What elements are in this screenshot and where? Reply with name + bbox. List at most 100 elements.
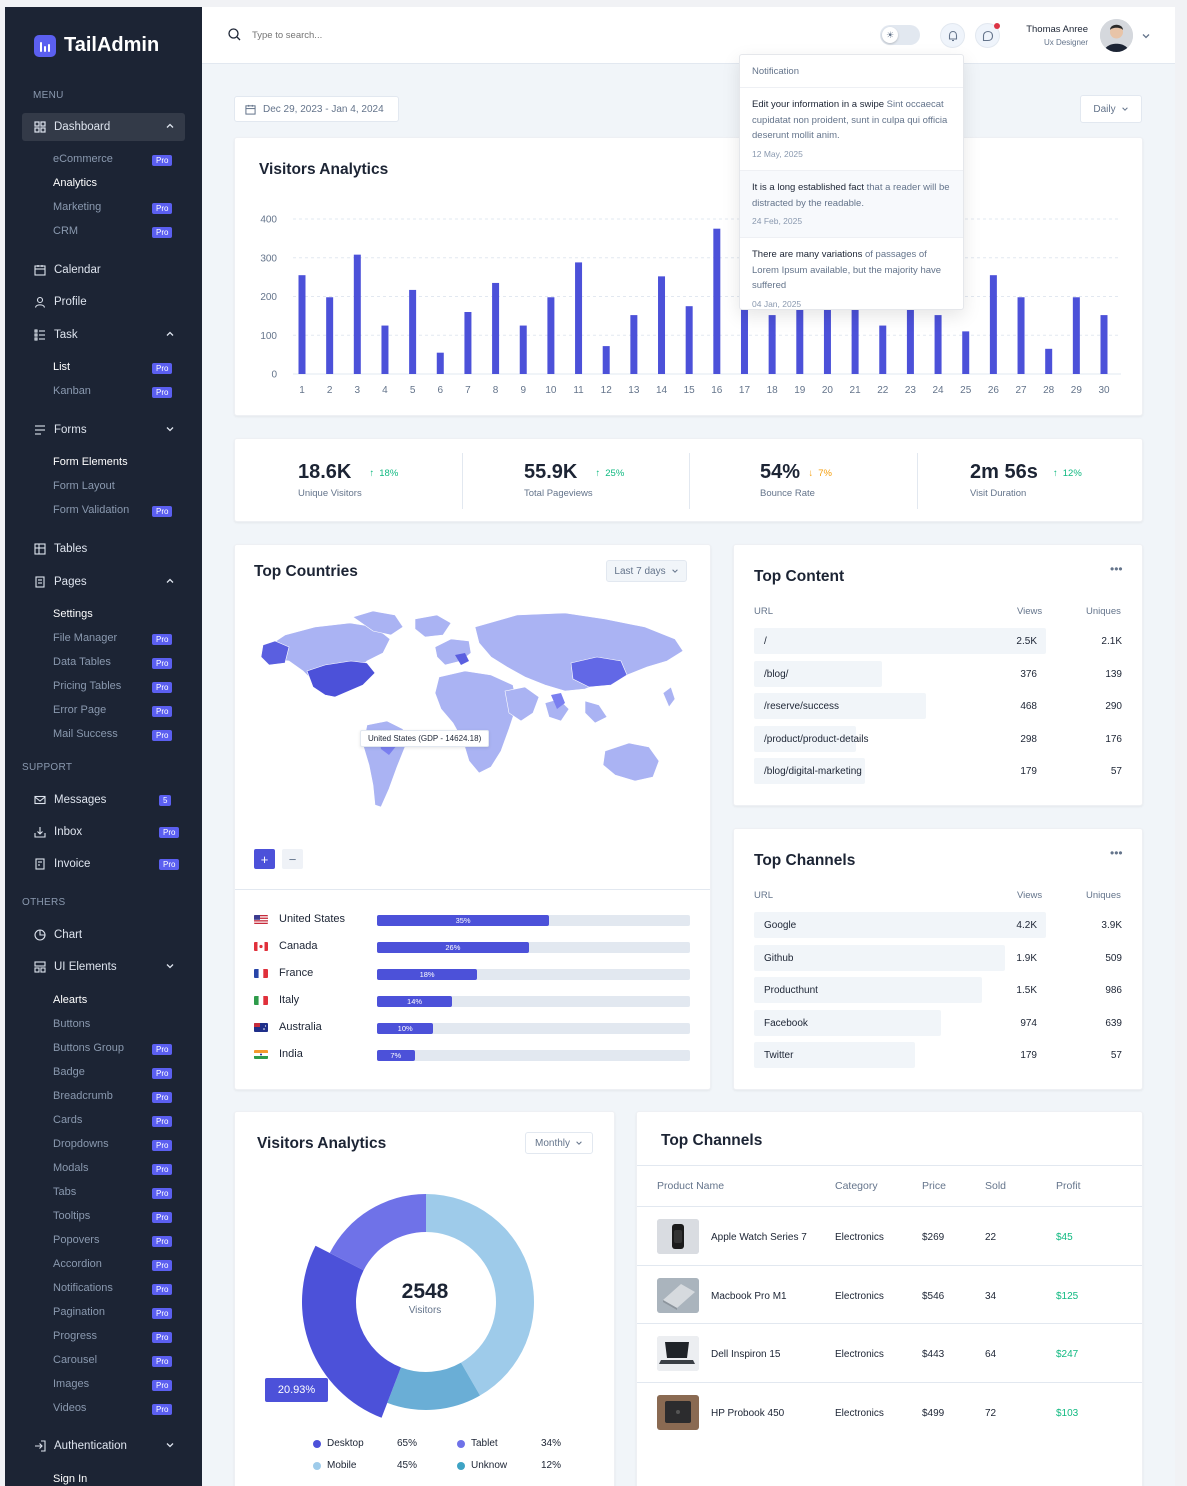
sidebar-item-messages[interactable]: Messages 5 [22, 786, 185, 814]
table-row[interactable]: Google 4.2K 3.9K [754, 912, 1122, 938]
sidebar-sub-item[interactable]: Breadcrumb [53, 1090, 113, 1102]
chevron-down-icon[interactable] [1141, 31, 1151, 41]
bar[interactable] [630, 315, 638, 374]
table-row[interactable]: /product/product-details 298 176 [754, 725, 1122, 752]
sidebar-sub-item[interactable]: Accordion [53, 1258, 102, 1270]
sidebar-sub-item[interactable]: Alearts [53, 994, 88, 1006]
zoom-in-button[interactable]: + [254, 849, 275, 869]
user-info[interactable]: Thomas Anree Ux Designer [1026, 24, 1088, 47]
table-row[interactable]: /blog/376 139 [754, 660, 1122, 687]
sidebar-sub-item[interactable]: Badge [53, 1066, 85, 1078]
sidebar-sub-item[interactable]: Kanban [53, 385, 91, 397]
brand-logo[interactable]: TailAdmin [34, 34, 159, 57]
donut-period-select[interactable]: Monthly [525, 1132, 593, 1154]
bar[interactable] [1100, 315, 1108, 374]
map-country-france[interactable] [455, 653, 469, 665]
notification-item[interactable]: There are many variations of passages of… [740, 237, 963, 309]
sidebar-sub-item[interactable]: Notifications [53, 1282, 113, 1294]
bar[interactable] [934, 315, 942, 374]
sidebar-sub-item[interactable]: eCommerce [53, 153, 113, 165]
sidebar-sub-item[interactable]: Pricing Tables [53, 680, 122, 692]
bar[interactable] [575, 262, 583, 374]
sidebar-sub-item[interactable]: Data Tables [53, 656, 111, 668]
sidebar-sub-item[interactable]: Mail Success [53, 728, 118, 740]
bar[interactable] [879, 325, 887, 374]
countries-period-select[interactable]: Last 7 days [606, 560, 687, 582]
bar[interactable] [713, 228, 721, 374]
donut-slice-tablet[interactable] [329, 1194, 426, 1271]
sidebar-sub-item[interactable]: Buttons Group [53, 1042, 124, 1054]
bar[interactable] [740, 262, 748, 374]
sidebar-sub-item[interactable]: Settings [53, 608, 93, 620]
notification-button[interactable] [940, 23, 965, 48]
bar[interactable] [381, 325, 389, 374]
table-row[interactable]: /blog/digital-marketing 179 57 [754, 758, 1122, 784]
sidebar-sub-item[interactable]: Modals [53, 1162, 89, 1174]
map-country-china[interactable] [570, 656, 628, 688]
sidebar-sub-item[interactable]: Tooltips [53, 1210, 91, 1222]
zoom-out-button[interactable]: − [282, 849, 303, 869]
sidebar-item-task[interactable]: Task [22, 321, 185, 349]
sidebar-sub-item[interactable]: File Manager [53, 632, 118, 644]
sidebar-sub-item[interactable]: Progress [53, 1330, 98, 1342]
table-row[interactable]: HP Probook 450 Electronics $499 72 $103 [637, 1381, 1142, 1440]
notification-item[interactable]: It is a long established fact that a rea… [740, 170, 963, 237]
donut-slice-desktop[interactable] [302, 1245, 401, 1418]
more-icon[interactable]: ••• [1110, 846, 1123, 860]
table-row[interactable]: Producthunt 1.5K 986 [754, 977, 1122, 1003]
bar[interactable] [436, 352, 444, 374]
bar[interactable] [851, 282, 859, 374]
bar[interactable] [519, 325, 527, 374]
map-country-india[interactable] [551, 693, 565, 709]
date-range-picker[interactable]: Dec 29, 2023 - Jan 4, 2024 [234, 96, 399, 122]
bar[interactable] [962, 331, 970, 374]
sidebar-sub-item[interactable]: Carousel [53, 1354, 98, 1366]
bar[interactable] [409, 289, 417, 374]
search-input[interactable] [252, 26, 512, 44]
sidebar-item-calendar[interactable]: Calendar [22, 256, 185, 284]
sidebar-item-authentication[interactable]: Authentication [22, 1432, 185, 1460]
bar[interactable] [1045, 348, 1053, 374]
bar[interactable] [796, 282, 804, 374]
sidebar-sub-item[interactable]: Form Validation [53, 504, 130, 516]
sidebar-sub-sign-in[interactable]: Sign In [53, 1473, 88, 1485]
map-country-united-states[interactable] [306, 660, 376, 698]
table-row[interactable]: Github 1.9K 509 [754, 944, 1122, 971]
bar[interactable] [658, 276, 666, 374]
donut-slice-unknow[interactable] [387, 1362, 480, 1410]
bar[interactable] [906, 300, 914, 374]
table-row[interactable]: Twitter 179 57 [754, 1042, 1122, 1068]
sidebar-item-profile[interactable]: Profile [22, 288, 185, 316]
bar[interactable] [1072, 297, 1080, 374]
bar[interactable] [989, 275, 997, 374]
sidebar-sub-item[interactable]: Pagination [53, 1306, 105, 1318]
bar[interactable] [823, 304, 831, 374]
sidebar-sub-item[interactable]: Popovers [53, 1234, 100, 1246]
sidebar-item-dashboard[interactable]: Dashboard [22, 113, 185, 141]
donut-slice-mobile[interactable] [426, 1194, 534, 1396]
sidebar-sub-item[interactable]: Marketing [53, 201, 102, 213]
sidebar-sub-item[interactable]: Analytics [53, 177, 98, 189]
sidebar-sub-item[interactable]: Form Layout [53, 480, 115, 492]
sidebar-item-invoice[interactable]: Invoice Pro [22, 850, 185, 878]
table-row[interactable]: / 2.5K 2.1K [754, 628, 1122, 654]
notification-item[interactable]: Edit your information in a swipe Sint oc… [740, 87, 963, 170]
table-row[interactable]: Apple Watch Series 7 Electronics $269 22 $45 [637, 1206, 1142, 1264]
sidebar-sub-item[interactable]: Form Elements [53, 456, 128, 468]
table-row[interactable]: Macbook Pro M1 Electronics $546 34 $125 [637, 1264, 1142, 1323]
sidebar-sub-item[interactable]: Error Page [53, 704, 107, 716]
messages-button[interactable] [975, 23, 1000, 48]
sidebar-sub-item[interactable]: Tabs [53, 1186, 77, 1198]
sidebar-item-ui-elements[interactable]: UI Elements [22, 953, 185, 981]
bar[interactable] [768, 315, 776, 374]
bar[interactable] [602, 346, 610, 374]
sidebar-item-forms[interactable]: Forms [22, 416, 185, 444]
sidebar-sub-item[interactable]: Dropdowns [53, 1138, 109, 1150]
bar[interactable] [1017, 297, 1025, 374]
sidebar-item-pages[interactable]: Pages [22, 568, 185, 596]
bar[interactable] [685, 306, 693, 374]
sidebar-sub-item[interactable]: CRM [53, 225, 79, 237]
bar[interactable] [353, 254, 361, 374]
world-map[interactable] [255, 605, 695, 845]
sidebar-item-chart[interactable]: Chart [22, 921, 185, 949]
